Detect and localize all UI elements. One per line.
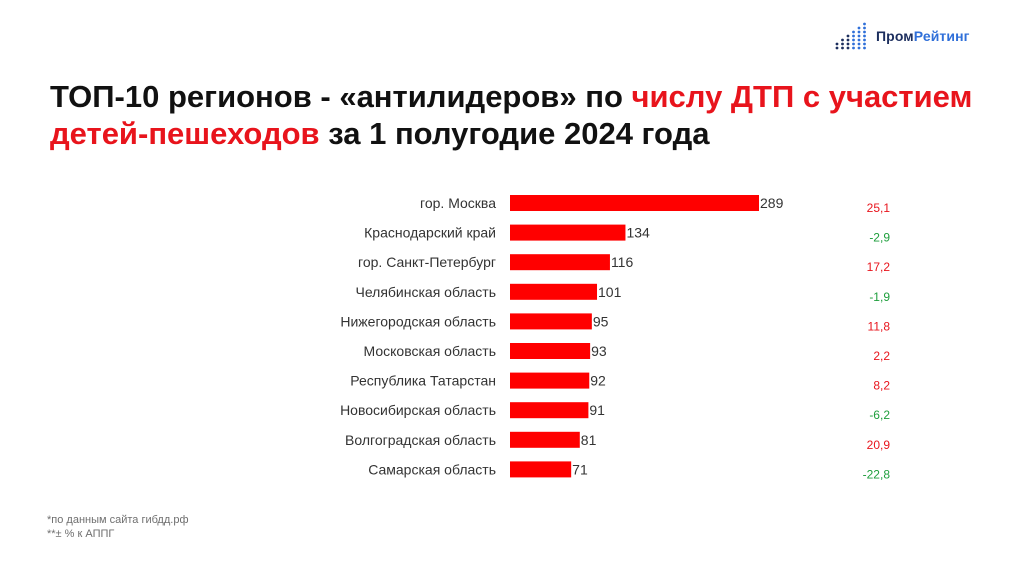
value-label: 92 [590,373,606,389]
logo-dot [841,46,844,50]
category-label: Республика Татарстан [350,373,496,389]
logo-dot [846,38,850,42]
value-label: 134 [626,225,650,241]
value-label: 81 [581,432,597,448]
logo-dot [846,34,850,38]
logo-dot [863,34,866,38]
bar [510,461,572,478]
logo-dot [841,38,844,42]
dot-matrix-bar-logo-icon [835,22,866,50]
change-label: 25,1 [867,201,891,215]
change-label: 11,8 [868,319,891,333]
footnote-source: *по данным сайта гибдд.рф [47,514,189,526]
bar [510,224,626,241]
bar [510,343,591,359]
logo-dot [857,42,861,46]
brand-name: ПромРейтинг [876,28,970,44]
logo-dot [846,42,850,46]
logo-dot [863,22,866,26]
value-label: 101 [598,284,622,300]
category-label: Челябинская область [356,284,497,300]
logo-dot [863,30,866,34]
brand-name-part1: Пром [876,28,914,44]
bar [510,402,589,419]
logo-dot [857,30,861,34]
change-label: 20,9 [867,438,891,452]
category-label: Нижегородская область [340,313,496,329]
value-label: 95 [593,313,609,329]
bar [510,195,759,211]
logo-dot [863,42,866,46]
bar [510,254,610,271]
value-label: 71 [572,461,588,477]
bar [510,283,598,300]
change-label: -2,9 [869,231,890,245]
logo-dot [863,38,866,42]
value-label: 289 [760,195,784,211]
change-label: 2,2 [873,349,890,363]
category-label: гор. Москва [420,195,496,211]
logo-dot [863,26,866,30]
value-label: 93 [591,343,607,359]
bar [510,431,580,448]
bar [510,372,590,389]
logo-dot [852,46,855,50]
logo-dot [835,46,839,50]
logo-dot [857,34,861,38]
change-label: 17,2 [867,260,891,274]
logo-dot [835,42,839,46]
footnote-change: **± % к АППГ [47,528,115,540]
bar [510,313,592,330]
category-label: Волгоградская область [345,432,496,448]
logo-dot [841,42,844,46]
category-label: Новосибирская область [340,402,496,418]
logo-dot [857,46,861,50]
title-part2: за 1 полугодие 2024 года [319,116,710,151]
change-label: -1,9 [869,290,890,304]
value-label: 116 [611,254,634,270]
change-label: -6,2 [869,408,890,422]
logo-dot [852,42,855,46]
change-label: 8,2 [873,379,890,393]
category-label: Самарская область [368,461,496,477]
title-highlight: числу ДТП с участием детей-пешеходов [50,79,973,151]
page-title: ТОП-10 регионов - «антилидеров» по числу… [50,78,1010,152]
category-label: Московская область [364,343,496,359]
logo-dot [857,26,861,30]
logo-dot [852,38,855,42]
logo-dot [852,34,855,38]
category-label: гор. Санкт-Петербург [358,254,496,270]
logo-dot [857,38,861,42]
brand-name-part2: Рейтинг [913,28,970,44]
value-label: 91 [589,402,605,418]
logo-dot [863,46,866,50]
brand-logo: ПромРейтинг [834,21,970,51]
title-part1: ТОП-10 регионов - «антилидеров» по [50,79,632,114]
change-label: -22,8 [863,467,891,481]
category-label: Краснодарский край [364,225,496,241]
logo-dot [846,46,850,50]
logo-dot [852,30,855,34]
